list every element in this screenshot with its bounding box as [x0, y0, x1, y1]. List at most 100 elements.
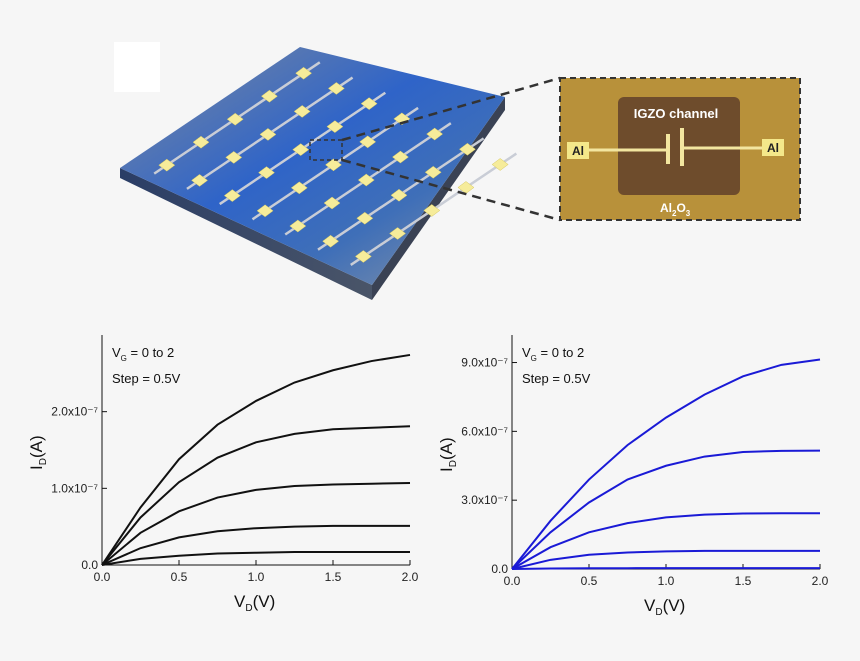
- charts: 0.01.0x10⁻⁷2.0x10⁻⁷0.0 0.5 1.0 1.5 2.0VD(V)I…: [27, 335, 829, 618]
- y-tick-label: 1.0x10⁻⁷: [51, 481, 98, 495]
- data-line: [101, 425, 411, 566]
- board-side: [120, 168, 372, 300]
- data-line: [511, 567, 820, 570]
- data-line: [101, 524, 410, 566]
- contact-pad: [392, 150, 409, 164]
- contact-pad: [325, 158, 342, 172]
- zoom-line: [341, 158, 561, 222]
- x-axis-label: VD(V): [234, 592, 275, 614]
- y-tick-label: 0.0: [491, 562, 508, 576]
- text-part: = 0 to 2: [537, 345, 584, 360]
- contact-pad: [426, 127, 444, 141]
- y-tick-label: 2.0x10⁻⁷: [51, 405, 98, 419]
- electrode-finger: [680, 128, 684, 166]
- data-line: [101, 353, 411, 566]
- contact-pad: [457, 181, 475, 194]
- contact-pad: [327, 82, 345, 95]
- data-line: [511, 549, 820, 570]
- contact-pad: [256, 204, 274, 218]
- electrode-label: Al: [767, 141, 779, 155]
- text-part: D: [38, 458, 49, 465]
- x-tick-label: 0.5: [581, 574, 598, 588]
- substrate-label: Al2O3: [660, 201, 691, 218]
- text-part: V: [522, 345, 531, 360]
- zoom-box: [309, 139, 343, 161]
- contact-pad: [226, 112, 244, 126]
- contact-pad: [491, 158, 509, 171]
- text-part: I: [27, 465, 46, 470]
- x-tick-label: 2.0: [402, 570, 419, 584]
- contact-pad: [360, 97, 378, 110]
- text-part: V: [112, 345, 121, 360]
- contact-pad: [192, 135, 210, 149]
- text-part: D: [448, 460, 459, 467]
- data-line: [511, 512, 820, 570]
- data-line: [511, 358, 821, 570]
- blank-patch: [114, 42, 160, 92]
- annotation: VG = 0 to 2: [522, 345, 584, 363]
- contact-pad: [359, 135, 377, 149]
- text-part: V: [234, 592, 246, 611]
- text-part: G: [531, 354, 537, 363]
- text-part: (A): [27, 435, 46, 458]
- annotation: Step = 0.5V: [112, 371, 181, 386]
- text-part: (V): [663, 596, 686, 615]
- zoom-line: [341, 76, 561, 142]
- contact-pad: [354, 250, 372, 263]
- text-part: D: [655, 607, 662, 618]
- x-tick-label: 1.0: [248, 570, 265, 584]
- contact-pad: [424, 165, 442, 179]
- x-axis-label: VD(V): [644, 596, 685, 618]
- contact-pad: [223, 189, 241, 202]
- contact-pad: [293, 105, 311, 118]
- y-tick-label: 6.0x10⁻⁷: [461, 424, 508, 438]
- annotation: Step = 0.5V: [522, 371, 591, 386]
- y-tick-label: 0.0: [81, 558, 98, 572]
- contact-pad: [259, 128, 277, 141]
- text-part: G: [121, 354, 127, 363]
- contact-pad: [295, 66, 313, 80]
- data-line: [101, 481, 411, 566]
- contact-pad: [390, 188, 408, 202]
- text-part: (V): [253, 592, 276, 611]
- contact-pad: [458, 142, 476, 156]
- contact-pad: [357, 173, 375, 187]
- text-part: 2: [672, 209, 677, 218]
- text-part: D: [245, 603, 252, 614]
- x-tick-label: 0.0: [94, 570, 111, 584]
- x-tick-label: 1.5: [325, 570, 342, 584]
- pad: [567, 142, 589, 159]
- data-line: [101, 550, 410, 566]
- board-top: [120, 47, 505, 285]
- text-part: I: [437, 467, 456, 472]
- y-tick-label: 9.0x10⁻⁷: [461, 356, 508, 370]
- contact-pad: [322, 234, 340, 248]
- contact-pad: [158, 158, 176, 172]
- annotation: VG = 0 to 2: [112, 345, 174, 363]
- contact-pad: [289, 219, 307, 233]
- x-tick-label: 0.0: [504, 574, 521, 588]
- pad: [762, 139, 784, 156]
- y-tick-label: 3.0x10⁻⁷: [461, 493, 508, 507]
- contact-pad: [258, 166, 275, 179]
- contact-pad: [191, 174, 208, 187]
- y-axis-label: ID(A): [437, 437, 459, 472]
- x-tick-label: 2.0: [812, 574, 829, 588]
- zoom-indicator: [309, 76, 561, 222]
- x-tick-label: 1.0: [658, 574, 675, 588]
- device-array: [120, 47, 518, 300]
- text-part: Al: [660, 201, 672, 215]
- text-part: O: [676, 201, 685, 215]
- text-part: V: [644, 596, 656, 615]
- contact-pad: [323, 196, 341, 210]
- text-part: 3: [686, 209, 691, 218]
- contact-pad: [292, 143, 310, 156]
- contact-pad: [356, 211, 374, 225]
- contact-pad: [326, 120, 344, 133]
- text-part: (A): [437, 437, 456, 460]
- x-tick-label: 0.5: [171, 570, 188, 584]
- electrode-label: Al: [572, 144, 584, 158]
- data-line: [511, 449, 821, 570]
- channel-label: IGZO channel: [634, 106, 719, 121]
- text-part: = 0 to 2: [127, 345, 174, 360]
